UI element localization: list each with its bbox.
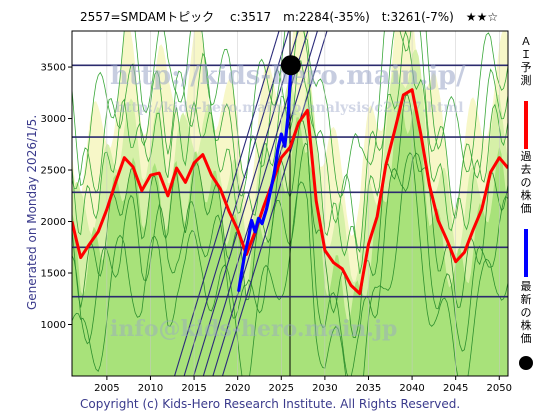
x-tick-label: 2035: [356, 383, 381, 394]
legend-latest-label-char: 価: [521, 332, 532, 345]
x-tick-label: 2045: [443, 383, 468, 394]
legend-past-label-char: 過: [521, 150, 532, 163]
x-axis-ticks: 2005 2010 2015 2020 2025 2030 2035 2040 2045 2050: [94, 376, 512, 394]
generated-date-label: Generated on Monday 2026/1/5.: [25, 115, 39, 310]
y-tick-label: 1500: [41, 269, 66, 280]
series-lines: [72, 65, 508, 296]
y-axis-ticks: 1000 1500 2000 2500 3000 3500: [41, 63, 72, 331]
ai-prediction-line: [72, 88, 508, 296]
legend-ai-label-char: 測: [521, 73, 532, 87]
x-tick-label: 2020: [225, 383, 250, 394]
x-tick-label: 2005: [94, 383, 119, 394]
legend-ai-label-char: 予: [521, 61, 532, 74]
y-tick-label: 3500: [41, 63, 66, 74]
legend-past-label-char: の: [521, 176, 532, 189]
latest-marker-layer: [280, 55, 301, 76]
y-tick-label: 2500: [41, 166, 66, 177]
plot-frame: [71, 30, 509, 377]
envelope-line: [72, 31, 508, 199]
chart-title: 2557=SMDAMトピック c:3517 m:2284(-35%) t:326…: [80, 10, 498, 24]
x-tick-label: 2010: [138, 383, 163, 394]
legend-latest-label-char: 最: [521, 280, 532, 293]
legend-past-label-char: 価: [521, 202, 532, 215]
legend-ai-label-char: Ｉ: [521, 48, 532, 61]
y-tick-label: 2000: [41, 217, 66, 228]
x-tick-label: 2040: [399, 383, 424, 394]
legend-latest-swatch: [519, 356, 533, 370]
plot-area: http://kids-hero.main.jp/ http://kids-he…: [71, 30, 509, 377]
legend-latest-label-char: の: [521, 306, 532, 319]
x-tick-label: 2015: [181, 383, 206, 394]
watermark-email: info@kids-hero.main.jp: [110, 316, 397, 342]
legend-ai-label-char: Ａ: [521, 35, 532, 48]
x-tick-label: 2050: [487, 383, 512, 394]
y-tick-label: 3000: [41, 114, 66, 125]
past-price-line: [237, 65, 293, 292]
legend-past-label-char: 株: [521, 188, 532, 202]
legend-latest-label-char: 新: [521, 292, 532, 306]
trend-channel-line: [183, 31, 290, 376]
legend-latest-label-char: 株: [521, 318, 532, 332]
trend-channel-line: [202, 31, 309, 376]
x-tick-label: 2025: [269, 383, 294, 394]
legend-past-label-char: 去: [521, 163, 532, 176]
x-tick-label: 2030: [312, 383, 337, 394]
trend-channel-line: [193, 31, 299, 376]
y-tick-label: 1000: [41, 320, 66, 331]
latest-price-marker: [280, 55, 301, 76]
copyright-text: Copyright (c) Kids-Hero Research Institu…: [80, 397, 460, 411]
